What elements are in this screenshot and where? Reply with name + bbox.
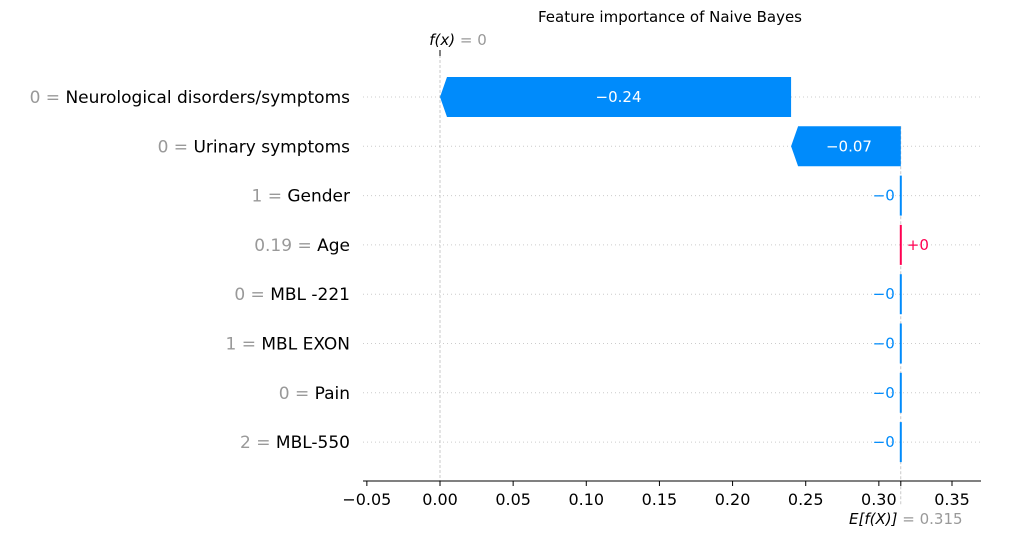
feature-labels: −0.24 0 = Neurological disorders/symptoms… — [30, 88, 929, 453]
base-value-name: E[f(X)] — [849, 510, 902, 528]
x-tick-label: 0.05 — [495, 490, 531, 509]
bar-value-label: −0.07 — [826, 137, 872, 155]
feature-name: MBL -221 — [270, 285, 350, 305]
bar — [440, 77, 792, 117]
x-tick-label: 0.30 — [861, 490, 897, 509]
feature-name: MBL EXON — [261, 335, 350, 355]
bar-value-label: −0.24 — [596, 88, 642, 106]
feature-value: 0 = — [30, 88, 66, 108]
feature-value: 0 = — [158, 137, 194, 157]
bar-value-label: +0 — [907, 236, 929, 254]
x-tick-label: 0.25 — [788, 490, 824, 509]
reference-lines — [439, 55, 902, 505]
feature-label: 1 = MBL EXON — [226, 335, 350, 355]
feature-value: 1 = — [251, 187, 287, 207]
fx-name: f(x) — [429, 31, 460, 49]
x-tick-label: 0.10 — [568, 490, 604, 509]
x-tick-label: 0.20 — [715, 490, 751, 509]
base-value-number: = 0.315 — [902, 510, 962, 528]
bar — [791, 126, 901, 167]
feature-name: Age — [317, 236, 350, 256]
x-tick-label: 0.00 — [422, 490, 458, 509]
bar-value-label: −0 — [873, 335, 895, 353]
feature-name: Neurological disorders/symptoms — [65, 88, 350, 108]
feature-value: 0 = — [234, 285, 270, 305]
feature-value: 2 = — [240, 433, 276, 453]
feature-label: 2 = MBL-550 — [240, 433, 350, 453]
feature-label: 0 = Neurological disorders/symptoms — [30, 88, 351, 108]
feature-label: 0 = MBL -221 — [234, 285, 350, 305]
x-axis: −0.05 0.00 0.05 0.10 0.15 0.20 0.25 0.30 0.35E[f… — [342, 480, 981, 528]
feature-value: 0.19 = — [254, 236, 317, 256]
bars — [440, 77, 902, 463]
bar-value-label: −0 — [873, 187, 895, 205]
feature-label: 0 = Pain — [279, 384, 350, 404]
base-value-label: E[f(X)] = 0.315 — [849, 510, 963, 528]
feature-name: Gender — [287, 187, 350, 207]
fx-axis: f(x) = 0 — [429, 31, 487, 56]
x-tick-label: 0.35 — [934, 490, 970, 509]
bar-value-label: −0 — [873, 433, 895, 451]
fx-label: f(x) = 0 — [429, 31, 487, 49]
feature-name: Urinary symptoms — [193, 137, 350, 157]
x-tick-label: 0.15 — [642, 490, 678, 509]
feature-value: 1 = — [226, 335, 262, 355]
fx-number: = 0 — [460, 31, 487, 49]
feature-value: 0 = — [279, 384, 315, 404]
feature-name: Pain — [315, 384, 350, 404]
chart-title: Feature importance of Naive Bayes — [538, 8, 802, 26]
bar-value-label: −0 — [873, 285, 895, 303]
feature-name: MBL-550 — [276, 433, 350, 453]
x-tick-label: −0.05 — [342, 490, 391, 509]
bar-value-label: −0 — [873, 384, 895, 402]
feature-label: 1 = Gender — [251, 187, 350, 207]
feature-label: 0.19 = Age — [254, 236, 350, 256]
feature-label: 0 = Urinary symptoms — [158, 137, 351, 157]
